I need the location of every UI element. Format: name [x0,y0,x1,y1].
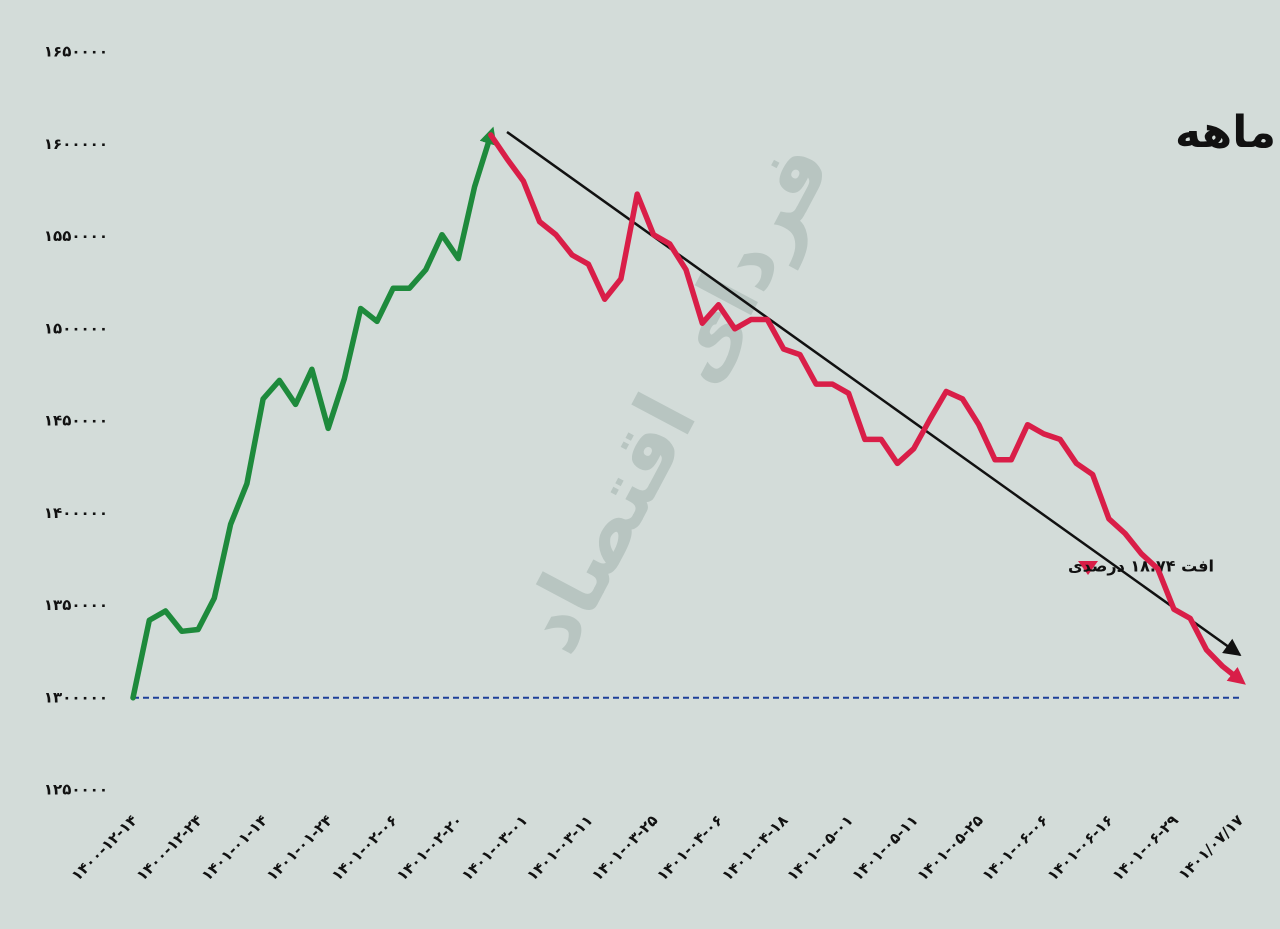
x-tick-label: ۱۴۰۱-۰۵-۲۵ [913,811,986,884]
x-tick-label: ۱۴۰۱/۰۷/۱۷ [1175,811,1247,883]
x-tick-label: ۱۴۰۰-۱۲-۱۴ [68,811,141,884]
x-tick-label: ۱۴۰۱-۰۴-۰۶ [653,811,726,884]
x-tick-label: ۱۴۰۱-۰۱-۲۴ [263,811,336,884]
line-series [130,126,497,701]
x-tick-label: ۱۴۰۱-۰۶-۲۹ [1109,811,1182,884]
x-tick-label: ۱۴۰۱-۰۴-۱۸ [718,811,791,884]
x-tick-label: ۱۴۰۱-۰۱-۱۴ [198,811,271,884]
watermark: فردای اقتصاد [500,127,851,669]
y-tick-label: ۱۵۵۰۰۰۰ [44,227,108,245]
y-tick-label: ۱۴۰۰۰۰۰ [44,504,108,522]
y-tick-label: ۱۶۰۰۰۰۰ [44,135,108,153]
x-tick-label: ۱۴۰۰-۱۲-۲۴ [133,811,206,884]
line-series [488,132,1246,685]
down-marker [1078,561,1098,575]
y-tick-label: ۱۳۵۰۰۰۰ [44,596,108,614]
annotation: افت ۱۸.۷۴ درصدی [1068,557,1214,576]
x-tick-label: ۱۴۰۱-۰۳-۰۱ [458,811,531,884]
y-tick-label: ۱۵۰۰۰۰۰ [44,319,108,337]
x-tick-label: ۱۴۰۱-۰۶-۰۶ [979,811,1052,884]
x-tick-label: ۱۴۰۱-۰۳-۱۱ [523,811,596,884]
y-tick-label: ۱۴۵۰۰۰۰ [44,412,108,430]
x-tick-label: ۱۴۰۱-۰۵-۱۱ [848,811,921,884]
y-tick-label: ۱۶۵۰۰۰۰ [44,43,108,61]
trend-arrow [506,130,1242,657]
y-tick-label: ۱۲۵۰۰۰۰ [44,781,108,799]
x-tick-label: ۱۴۰۱-۰۳-۲۵ [588,811,661,884]
x-tick-label: ۱۴۰۱-۰۲-۲۰ [393,811,466,884]
x-tick-label: ۱۴۰۱-۰۶-۱۶ [1044,811,1117,884]
x-tick-label: ۱۴۰۱-۰۵-۰۱ [783,811,856,884]
chart-title: بورس درکف هفت ماهه [1175,107,1280,158]
x-tick-label: ۱۴۰۱-۰۲-۰۶ [328,811,401,884]
y-tick-label: ۱۳۰۰۰۰۰ [44,688,108,706]
